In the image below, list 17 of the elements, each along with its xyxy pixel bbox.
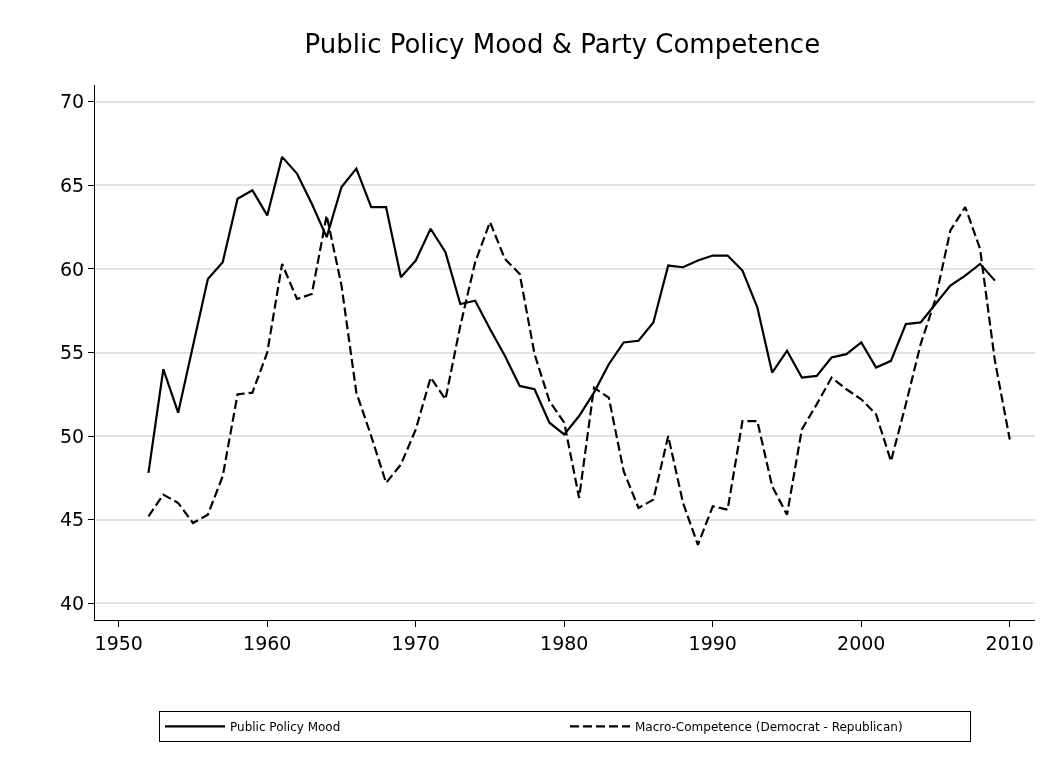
- y-tick-label: 55: [60, 341, 85, 364]
- y-tick-label: 45: [60, 508, 85, 531]
- x-tick-label: 2010: [985, 631, 1034, 654]
- x-tick-label: 1960: [243, 631, 292, 654]
- y-tick-label: 50: [60, 424, 85, 447]
- y-tick-label: 65: [60, 173, 85, 196]
- chart-title: Public Policy Mood & Party Competence: [304, 29, 821, 60]
- x-tick-label: 1980: [540, 631, 589, 654]
- legend-label: Public Policy Mood: [230, 720, 341, 735]
- y-tick-label: 40: [60, 591, 85, 614]
- y-tick-label: 60: [60, 257, 85, 280]
- x-tick-label: 1990: [688, 631, 737, 654]
- x-tick-label: 1950: [94, 631, 143, 654]
- x-tick-label: 2000: [837, 631, 886, 654]
- x-tick-label: 1970: [391, 631, 440, 654]
- y-tick-label: 70: [60, 90, 85, 113]
- legend-label: Macro-Competence (Democrat - Republican): [635, 720, 903, 735]
